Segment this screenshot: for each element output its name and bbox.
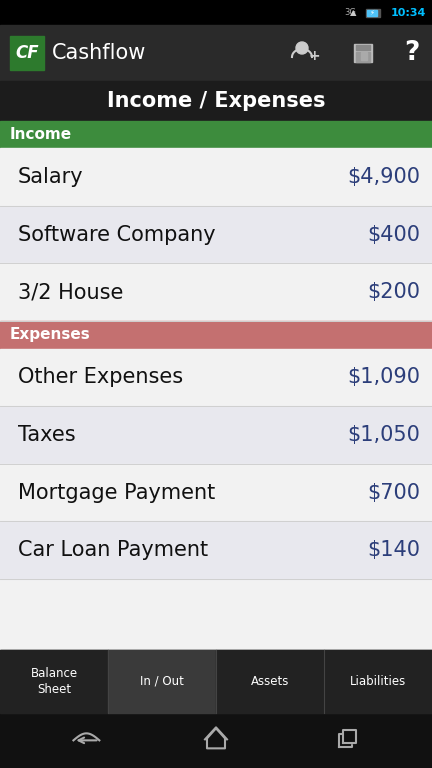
Bar [0, 521, 432, 579]
Text: In / Out: In / Out [140, 675, 184, 687]
Bar [0, 148, 432, 206]
Text: Mortgage Payment: Mortgage Payment [18, 482, 215, 503]
Bar [0, 206, 432, 263]
Circle shape [194, 290, 384, 480]
Text: Other Expenses: Other Expenses [18, 367, 183, 388]
Text: Software Company: Software Company [18, 224, 216, 245]
Circle shape [296, 42, 308, 54]
Bar [216, 650, 324, 713]
Text: Income: Income [10, 127, 72, 142]
Bar [367, 10, 377, 15]
Bar [0, 121, 432, 148]
Text: $200: $200 [367, 282, 420, 303]
Text: 3G: 3G [344, 8, 356, 17]
Bar [0, 321, 432, 349]
Text: Expenses: Expenses [10, 327, 91, 343]
Bar [324, 650, 432, 713]
Text: Salary: Salary [18, 167, 84, 187]
Text: Balance
Sheet: Balance Sheet [30, 667, 78, 696]
Bar [0, 464, 432, 521]
Bar [0, 263, 432, 321]
Text: Cashflow: Cashflow [52, 43, 146, 63]
Bar [366, 8, 380, 17]
Text: $1,090: $1,090 [347, 367, 420, 388]
Bar [356, 45, 370, 50]
Text: $140: $140 [367, 540, 420, 561]
Text: $1,050: $1,050 [347, 425, 420, 445]
Text: ?: ? [404, 40, 419, 66]
Bar [343, 730, 356, 743]
Text: ▲: ▲ [350, 8, 356, 17]
Text: 10:34: 10:34 [391, 8, 426, 18]
Text: Liabilities: Liabilities [350, 675, 406, 687]
Text: 3/2 House: 3/2 House [18, 282, 124, 303]
Text: $4,900: $4,900 [347, 167, 420, 187]
Bar [0, 650, 108, 713]
Bar [10, 36, 44, 70]
Text: $400: $400 [367, 224, 420, 245]
Text: CF: CF [15, 44, 39, 62]
Bar [361, 52, 367, 60]
Bar [0, 0, 432, 25]
Bar [339, 734, 352, 747]
Bar [0, 81, 432, 121]
Text: Taxes: Taxes [18, 425, 76, 445]
Bar [0, 349, 432, 406]
Bar [354, 44, 372, 62]
Bar [108, 650, 216, 713]
Bar [0, 406, 432, 464]
Text: ⚡: ⚡ [369, 10, 375, 15]
Bar [356, 52, 370, 62]
Text: Car Loan Payment: Car Loan Payment [18, 540, 208, 561]
Text: +: + [308, 49, 320, 63]
Bar [0, 650, 432, 713]
Bar [0, 25, 432, 81]
Text: $700: $700 [367, 482, 420, 503]
Bar [0, 713, 432, 768]
Text: Assets: Assets [251, 675, 289, 687]
Text: Income / Expenses: Income / Expenses [107, 91, 325, 111]
Bar [0, 121, 432, 650]
